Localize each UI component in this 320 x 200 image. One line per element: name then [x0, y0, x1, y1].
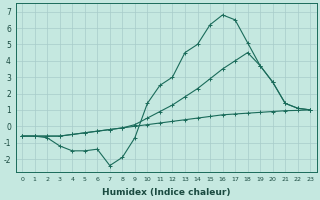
X-axis label: Humidex (Indice chaleur): Humidex (Indice chaleur) [102, 188, 230, 197]
